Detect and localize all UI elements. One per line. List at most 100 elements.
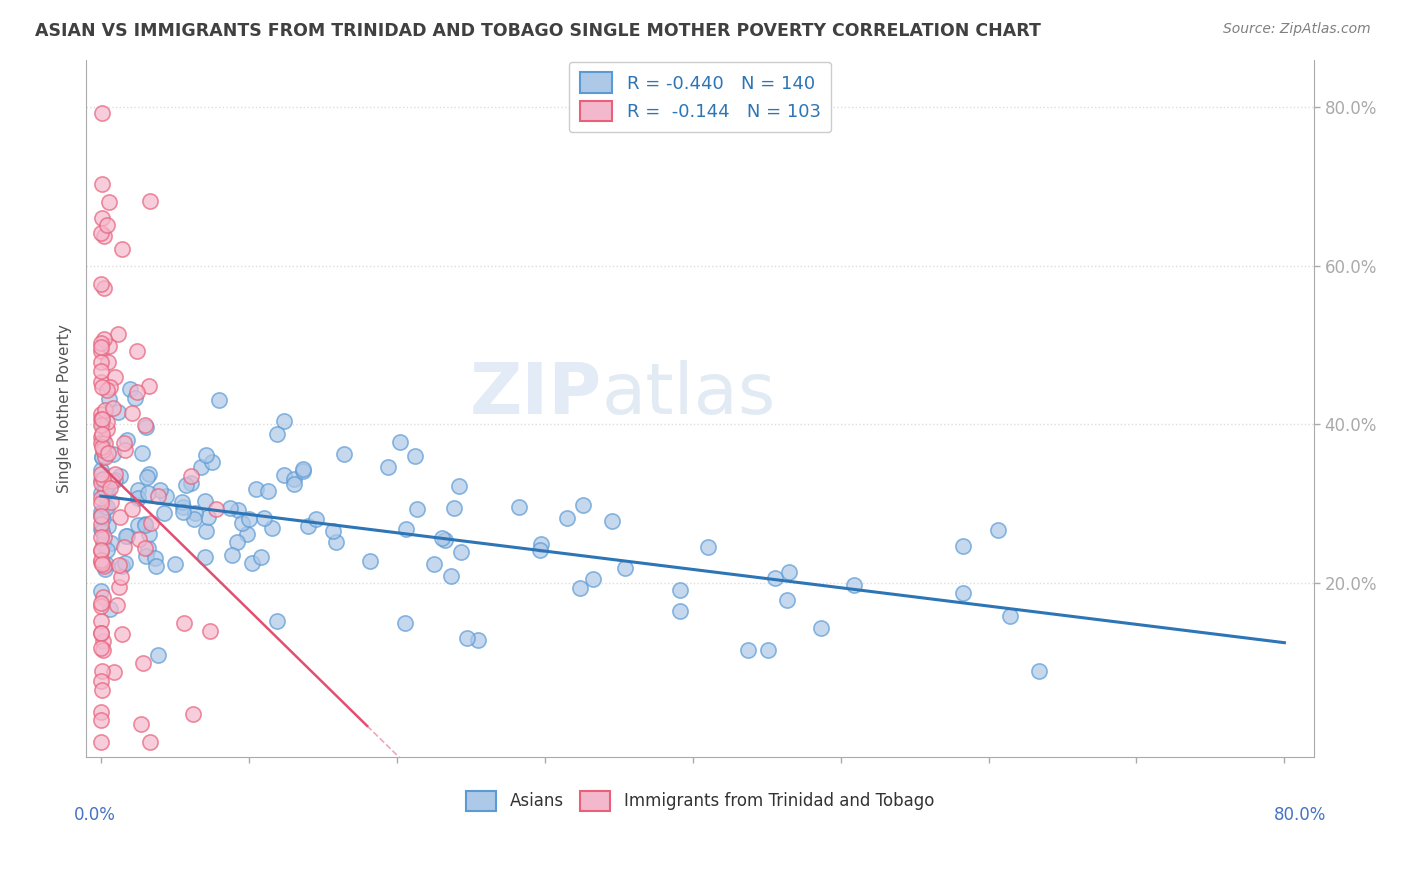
- Point: [952, 585, 974, 599]
- Point: [91, 440, 114, 454]
- Text: 0.0%: 0.0%: [73, 806, 115, 824]
- Point: [149, 483, 172, 498]
- Point: [430, 531, 453, 545]
- Point: [134, 518, 156, 533]
- Point: [125, 344, 148, 359]
- Point: [90, 417, 112, 432]
- Point: [96, 422, 118, 436]
- Point: [266, 614, 288, 628]
- Point: [90, 277, 112, 291]
- Point: [108, 558, 131, 572]
- Point: [107, 404, 129, 418]
- Point: [90, 734, 112, 748]
- Point: [449, 478, 471, 492]
- Point: [93, 487, 115, 501]
- Point: [104, 369, 127, 384]
- Point: [121, 406, 143, 420]
- Point: [778, 565, 800, 579]
- Point: [529, 537, 551, 551]
- Point: [138, 379, 160, 393]
- Point: [406, 502, 429, 516]
- Point: [90, 407, 112, 421]
- Point: [245, 482, 267, 496]
- Point: [129, 717, 152, 731]
- Point: [127, 491, 149, 505]
- Point: [90, 706, 112, 720]
- Point: [134, 417, 156, 432]
- Point: [90, 450, 112, 465]
- Point: [153, 507, 176, 521]
- Point: [135, 420, 157, 434]
- Point: [422, 557, 444, 571]
- Point: [136, 486, 159, 500]
- Point: [98, 339, 121, 353]
- Point: [205, 501, 228, 516]
- Point: [226, 535, 249, 549]
- Point: [104, 474, 127, 488]
- Point: [128, 532, 150, 546]
- Point: [614, 561, 637, 575]
- Point: [404, 449, 426, 463]
- Point: [568, 582, 591, 596]
- Point: [450, 545, 472, 559]
- Point: [101, 447, 124, 461]
- Point: [90, 584, 112, 599]
- Point: [94, 450, 117, 464]
- Point: [90, 496, 112, 510]
- Point: [260, 521, 283, 535]
- Point: [91, 412, 114, 426]
- Point: [572, 498, 595, 512]
- Point: [90, 412, 112, 426]
- Point: [257, 483, 280, 498]
- Point: [94, 483, 117, 497]
- Legend: Asians, Immigrants from Trinidad and Tobago: Asians, Immigrants from Trinidad and Tob…: [458, 783, 942, 819]
- Point: [218, 500, 240, 515]
- Point: [273, 414, 295, 428]
- Point: [194, 550, 217, 565]
- Point: [98, 481, 121, 495]
- Point: [90, 463, 112, 477]
- Point: [110, 570, 132, 584]
- Point: [93, 228, 115, 243]
- Point: [208, 392, 231, 407]
- Point: [96, 218, 118, 232]
- Point: [90, 426, 112, 441]
- Point: [90, 523, 112, 537]
- Point: [127, 483, 149, 497]
- Point: [139, 734, 162, 748]
- Point: [97, 355, 120, 369]
- Point: [440, 569, 463, 583]
- Point: [194, 448, 217, 462]
- Point: [94, 557, 117, 571]
- Point: [377, 460, 399, 475]
- Point: [90, 555, 112, 569]
- Point: [90, 530, 112, 544]
- Point: [90, 211, 112, 225]
- Point: [112, 436, 135, 450]
- Point: [226, 503, 249, 517]
- Point: [90, 491, 112, 505]
- Point: [127, 518, 149, 533]
- Point: [90, 177, 112, 191]
- Point: [112, 540, 135, 554]
- Point: [582, 572, 605, 586]
- Point: [775, 593, 797, 607]
- Point: [998, 608, 1021, 623]
- Point: [90, 364, 112, 378]
- Point: [91, 590, 114, 604]
- Point: [90, 614, 112, 628]
- Point: [118, 382, 141, 396]
- Point: [111, 558, 134, 573]
- Point: [91, 450, 114, 465]
- Point: [90, 508, 112, 523]
- Point: [395, 522, 418, 536]
- Point: [111, 243, 134, 257]
- Point: [136, 469, 159, 483]
- Point: [141, 516, 163, 530]
- Point: [90, 524, 112, 539]
- Point: [90, 226, 112, 240]
- Point: [90, 626, 112, 640]
- Point: [90, 626, 112, 640]
- Point: [90, 467, 112, 481]
- Point: [165, 558, 187, 572]
